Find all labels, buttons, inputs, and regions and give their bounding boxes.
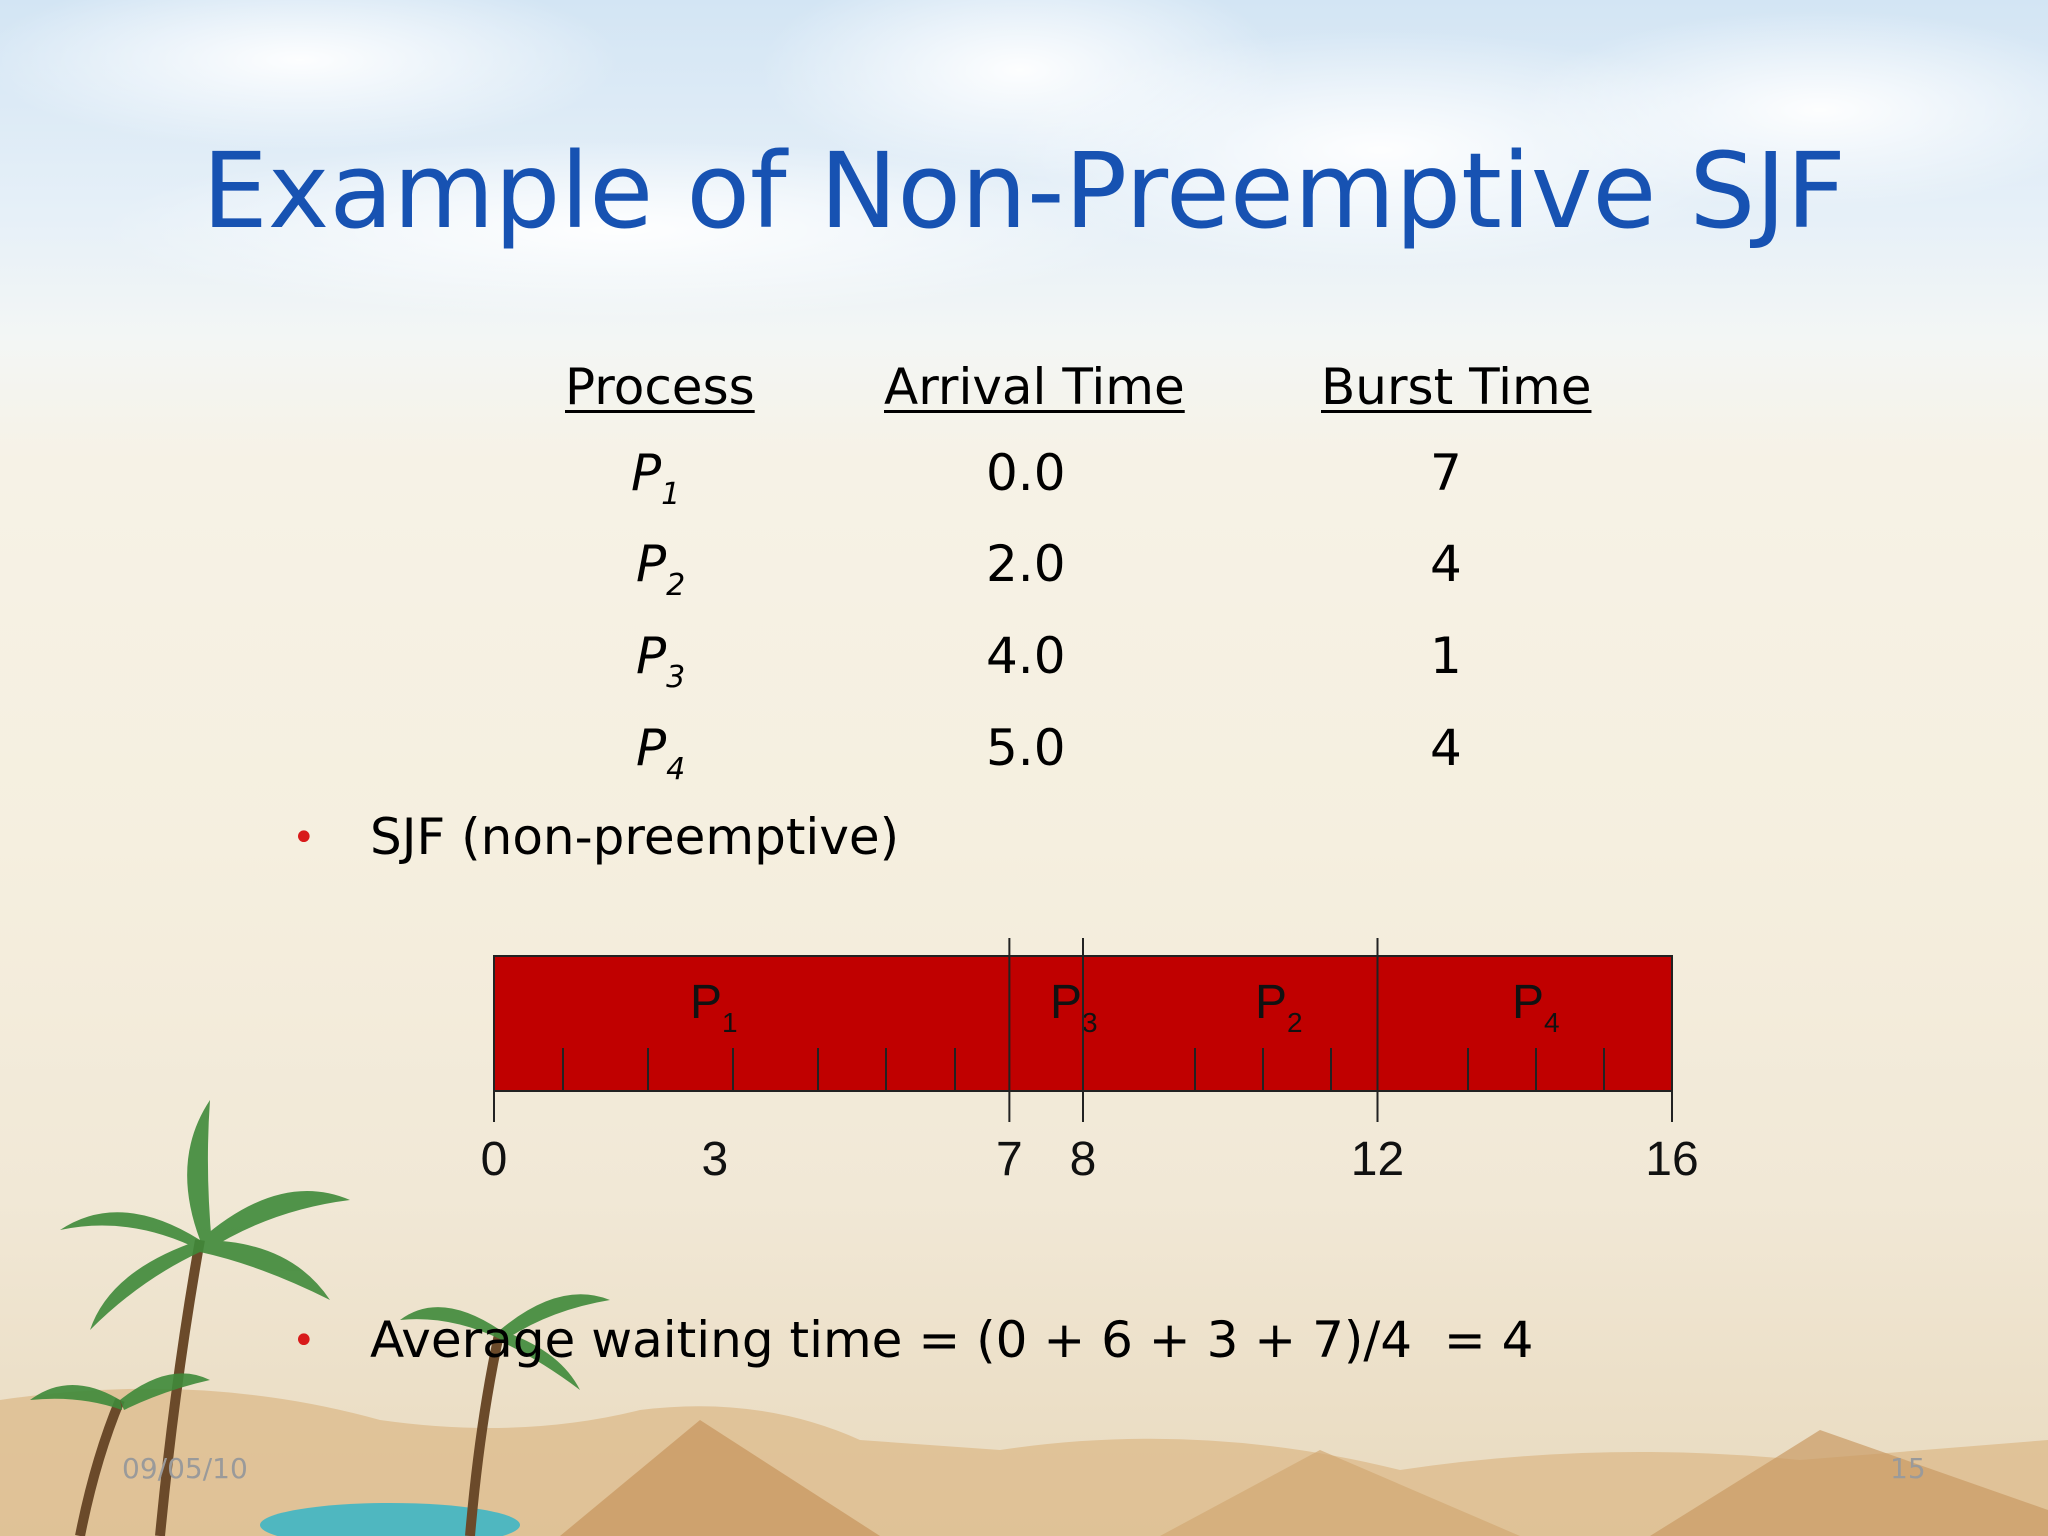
burst-value: 1: [1430, 627, 1462, 685]
arrival-value: 4.0: [986, 627, 1066, 685]
bullet-dot: •: [292, 1318, 316, 1364]
burst-value: 4: [1430, 719, 1462, 777]
gantt-time-label: 0: [481, 1133, 508, 1186]
header-process: Process: [565, 358, 755, 416]
gantt-segment-label: P2: [1255, 976, 1303, 1038]
sky-clouds-background: [0, 0, 2048, 320]
bullet-average-waiting-time: Average waiting time = (0 + 6 + 3 + 7)/4…: [370, 1311, 1534, 1369]
gantt-segment-label: P4: [1512, 976, 1560, 1038]
gantt-time-label: 16: [1645, 1133, 1698, 1186]
process-name: P1: [631, 444, 681, 512]
arrival-value: 5.0: [986, 719, 1066, 777]
process-name: P3: [636, 627, 686, 695]
process-name: P4: [636, 719, 686, 787]
process-name: P2: [636, 535, 686, 603]
footer-date: 09/05/10: [122, 1452, 248, 1485]
bullet-sjf-label: SJF (non-preemptive): [370, 808, 900, 866]
gantt-time-label: 3: [702, 1133, 729, 1186]
slide-number: 15: [1890, 1452, 1926, 1485]
gantt-time-label: 7: [996, 1133, 1023, 1186]
header-arrival-time: Arrival Time: [884, 358, 1185, 416]
burst-value: 7: [1430, 444, 1462, 502]
arrival-value: 0.0: [986, 444, 1066, 502]
header-burst-time: Burst Time: [1321, 358, 1592, 416]
burst-value: 4: [1430, 535, 1462, 593]
arrival-value: 2.0: [986, 535, 1066, 593]
bullet-dot: •: [292, 815, 316, 861]
slide-title: Example of Non-Preemptive SJF: [202, 130, 1846, 252]
gantt-time-label: 8: [1070, 1133, 1097, 1186]
gantt-segment-label: P3: [1050, 976, 1098, 1038]
gantt-segment-label: P1: [690, 976, 738, 1038]
gantt-time-label: 12: [1351, 1133, 1404, 1186]
